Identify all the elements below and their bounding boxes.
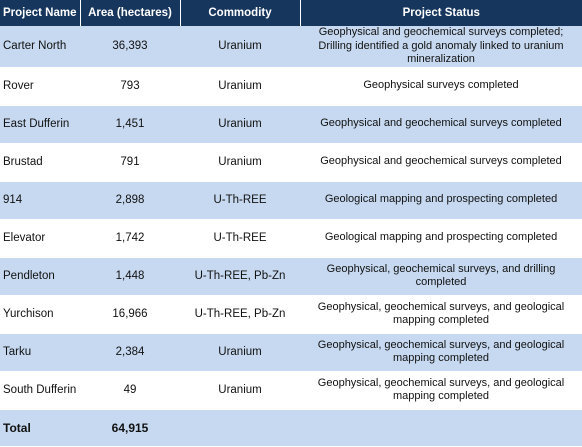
area-cell: 16,966	[80, 295, 180, 334]
table-body: Carter North 36,393 Uranium Geophysical …	[0, 26, 582, 447]
project-name-cell: Carter North	[0, 26, 80, 68]
status-cell: Geophysical and geochemical surveys comp…	[300, 105, 582, 144]
commodity-cell: Uranium	[180, 333, 300, 372]
status-cell: Geophysical surveys completed	[300, 67, 582, 106]
area-cell: 791	[80, 143, 180, 182]
header-area: Area (hectares)	[80, 0, 181, 26]
header-project-name: Project Name	[0, 0, 81, 26]
project-name-cell: Brustad	[0, 143, 80, 182]
table-row: Tarku 2,384 Uranium Geophysical, geochem…	[0, 333, 582, 372]
total-label: Total	[0, 409, 80, 447]
total-area: 64,915	[80, 409, 180, 447]
status-cell: Geophysical, geochemical surveys, and ge…	[300, 333, 582, 372]
area-cell: 793	[80, 67, 180, 106]
commodity-cell: U-Th-REE, Pb-Zn	[180, 295, 300, 334]
project-name-cell: Yurchison	[0, 295, 80, 334]
commodity-cell: Uranium	[180, 105, 300, 144]
table-row: East Dufferin 1,451 Uranium Geophysical …	[0, 105, 582, 144]
commodity-cell: Uranium	[180, 371, 300, 410]
project-name-cell: Elevator	[0, 219, 80, 258]
table-row: Rover 793 Uranium Geophysical surveys co…	[0, 67, 582, 106]
area-cell: 2,384	[80, 333, 180, 372]
area-cell: 36,393	[80, 26, 180, 68]
status-cell: Geophysical and geochemical surveys comp…	[300, 143, 582, 182]
project-name-cell: Tarku	[0, 333, 80, 372]
table-row: 914 2,898 U-Th-REE Geological mapping an…	[0, 181, 582, 220]
header-commodity: Commodity	[180, 0, 301, 26]
area-cell: 1,448	[80, 257, 180, 296]
total-commodity-cell	[180, 409, 300, 447]
commodity-cell: U-Th-REE, Pb-Zn	[180, 257, 300, 296]
status-cell: Geophysical, geochemical surveys, and ge…	[300, 371, 582, 410]
area-cell: 1,451	[80, 105, 180, 144]
project-name-cell: South Dufferin	[0, 371, 80, 410]
project-name-cell: Pendleton	[0, 257, 80, 296]
table-row: Elevator 1,742 U-Th-REE Geological mappi…	[0, 219, 582, 258]
project-name-cell: Rover	[0, 67, 80, 106]
project-name-cell: 914	[0, 181, 80, 220]
table-row: South Dufferin 49 Uranium Geophysical, g…	[0, 371, 582, 410]
header-project-status: Project Status	[300, 0, 582, 26]
table-row: Yurchison 16,966 U-Th-REE, Pb-Zn Geophys…	[0, 295, 582, 334]
status-cell: Geophysical and geochemical surveys comp…	[300, 26, 582, 68]
status-cell: Geophysical, geochemical surveys, and ge…	[300, 295, 582, 334]
commodity-cell: U-Th-REE	[180, 219, 300, 258]
header-row: Project Name Area (hectares) Commodity P…	[0, 0, 582, 26]
total-row: Total 64,915	[0, 409, 582, 447]
area-cell: 2,898	[80, 181, 180, 220]
status-cell: Geophysical, geochemical surveys, and dr…	[300, 257, 582, 296]
table-header: Project Name Area (hectares) Commodity P…	[0, 0, 582, 26]
table-row: Carter North 36,393 Uranium Geophysical …	[0, 26, 582, 68]
commodity-cell: U-Th-REE	[180, 181, 300, 220]
total-status-cell	[300, 409, 582, 447]
commodity-cell: Uranium	[180, 143, 300, 182]
table-row: Brustad 791 Uranium Geophysical and geoc…	[0, 143, 582, 182]
table-row: Pendleton 1,448 U-Th-REE, Pb-Zn Geophysi…	[0, 257, 582, 296]
status-cell: Geological mapping and prospecting compl…	[300, 181, 582, 220]
area-cell: 49	[80, 371, 180, 410]
area-cell: 1,742	[80, 219, 180, 258]
status-cell: Geological mapping and prospecting compl…	[300, 219, 582, 258]
commodity-cell: Uranium	[180, 26, 300, 68]
project-name-cell: East Dufferin	[0, 105, 80, 144]
commodity-cell: Uranium	[180, 67, 300, 106]
